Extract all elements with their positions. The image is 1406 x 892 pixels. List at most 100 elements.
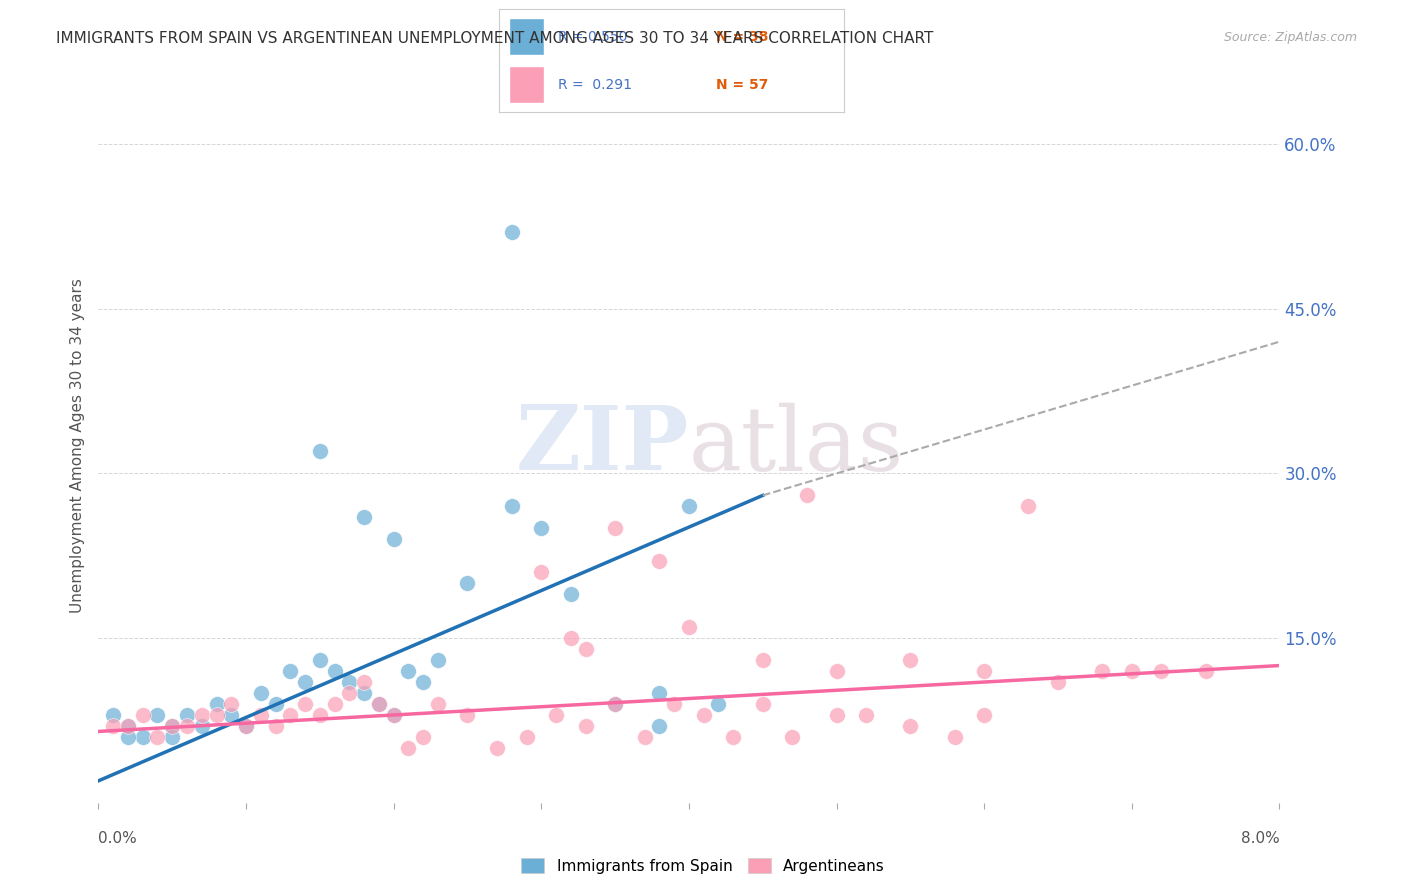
Point xyxy=(973,664,995,678)
Point xyxy=(367,697,389,711)
Point xyxy=(973,708,995,723)
Point xyxy=(530,566,553,580)
Point xyxy=(103,708,125,723)
Point xyxy=(546,708,568,723)
Point xyxy=(353,675,375,690)
Point xyxy=(1150,664,1173,678)
Text: IMMIGRANTS FROM SPAIN VS ARGENTINEAN UNEMPLOYMENT AMONG AGES 30 TO 34 YEARS CORR: IMMIGRANTS FROM SPAIN VS ARGENTINEAN UNE… xyxy=(56,31,934,46)
Point xyxy=(117,719,139,733)
Point xyxy=(103,719,125,733)
Point xyxy=(308,708,332,723)
Point xyxy=(353,510,375,524)
Text: 8.0%: 8.0% xyxy=(1240,831,1279,847)
Text: N = 57: N = 57 xyxy=(716,78,769,92)
Point xyxy=(530,521,553,535)
Point xyxy=(1046,675,1069,690)
Legend: Immigrants from Spain, Argentineans: Immigrants from Spain, Argentineans xyxy=(516,852,890,880)
Point xyxy=(396,664,419,678)
FancyBboxPatch shape xyxy=(509,18,544,55)
Point xyxy=(412,730,434,744)
Point xyxy=(146,708,169,723)
Text: R = 0.550: R = 0.550 xyxy=(558,29,627,44)
Point xyxy=(456,708,478,723)
Point xyxy=(353,686,375,700)
Point xyxy=(294,675,316,690)
Point xyxy=(633,730,655,744)
Point xyxy=(132,730,155,744)
Point xyxy=(205,708,228,723)
Point xyxy=(664,697,686,711)
Point xyxy=(1121,664,1143,678)
Point xyxy=(678,500,700,514)
Point xyxy=(205,697,228,711)
Point xyxy=(308,653,332,667)
Point xyxy=(278,664,302,678)
Point xyxy=(707,697,730,711)
Point xyxy=(678,620,700,634)
Point xyxy=(396,740,419,755)
Text: 0.0%: 0.0% xyxy=(98,831,138,847)
Point xyxy=(456,576,478,591)
Point xyxy=(900,719,922,733)
Point xyxy=(294,697,316,711)
Point xyxy=(117,730,139,744)
Point xyxy=(278,708,302,723)
Y-axis label: Unemployment Among Ages 30 to 34 years: Unemployment Among Ages 30 to 34 years xyxy=(69,278,84,614)
Point xyxy=(117,719,139,733)
Point xyxy=(751,697,773,711)
Point xyxy=(162,719,183,733)
Point xyxy=(648,554,671,568)
Point xyxy=(605,697,627,711)
Point xyxy=(900,653,922,667)
Point xyxy=(219,697,242,711)
Point xyxy=(162,719,183,733)
Point xyxy=(574,642,596,657)
Text: ZIP: ZIP xyxy=(516,402,689,490)
Point xyxy=(1194,664,1216,678)
Point xyxy=(501,500,523,514)
Point xyxy=(176,719,198,733)
Point xyxy=(751,653,773,667)
Point xyxy=(382,708,405,723)
Point xyxy=(382,533,405,547)
Point xyxy=(943,730,966,744)
Point xyxy=(648,686,671,700)
Point xyxy=(191,719,214,733)
Point xyxy=(1091,664,1114,678)
Point xyxy=(426,653,449,667)
Point xyxy=(367,697,389,711)
Point xyxy=(191,708,214,723)
Point xyxy=(426,697,449,711)
Point xyxy=(560,631,582,645)
Point xyxy=(176,708,198,723)
Point xyxy=(782,730,804,744)
Text: Source: ZipAtlas.com: Source: ZipAtlas.com xyxy=(1223,31,1357,45)
Text: N = 38: N = 38 xyxy=(716,29,769,44)
Point xyxy=(796,488,818,502)
Point xyxy=(337,675,360,690)
Point xyxy=(560,587,582,601)
Point xyxy=(264,697,287,711)
Point xyxy=(605,521,627,535)
Point xyxy=(515,730,537,744)
Point xyxy=(323,697,346,711)
Point xyxy=(382,708,405,723)
Text: atlas: atlas xyxy=(689,402,904,490)
Point xyxy=(323,664,346,678)
Point xyxy=(485,740,508,755)
Point xyxy=(132,708,155,723)
Point xyxy=(574,719,596,733)
Point xyxy=(855,708,877,723)
Point xyxy=(308,444,332,458)
Point xyxy=(235,719,257,733)
Point xyxy=(825,708,848,723)
Point xyxy=(501,225,523,239)
Point xyxy=(162,730,183,744)
Point xyxy=(219,708,242,723)
Point xyxy=(605,697,627,711)
Point xyxy=(250,686,273,700)
Point xyxy=(693,708,716,723)
Text: R =  0.291: R = 0.291 xyxy=(558,78,631,92)
FancyBboxPatch shape xyxy=(509,66,544,103)
Point xyxy=(721,730,744,744)
